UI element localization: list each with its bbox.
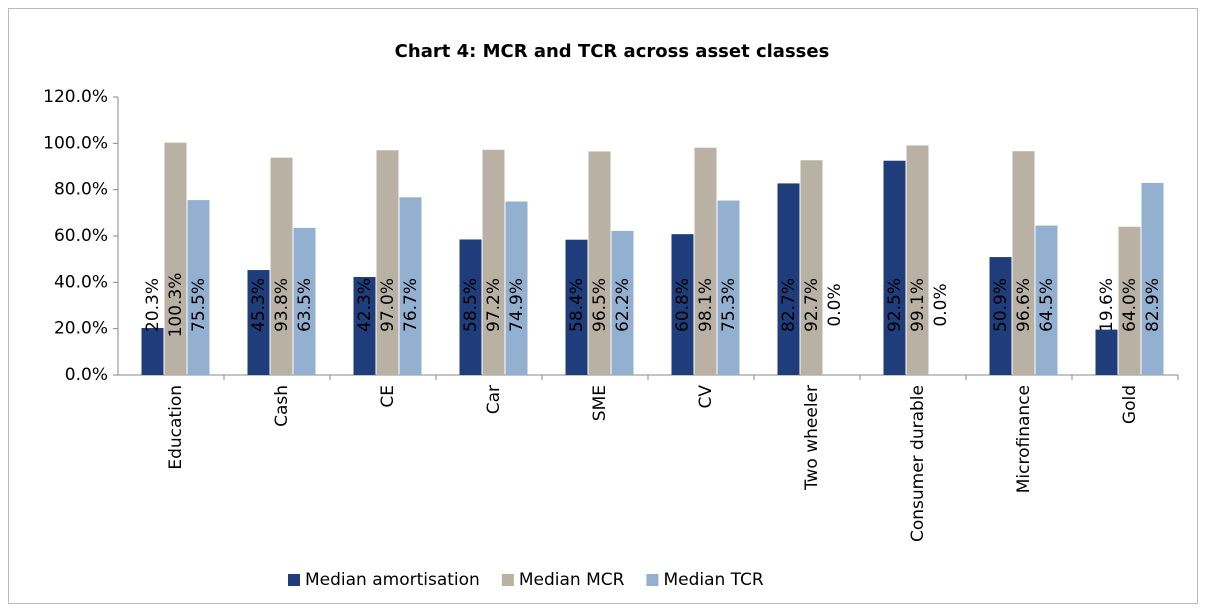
x-tick-label: Cash (272, 385, 292, 427)
value-label: 97.0% (378, 278, 398, 332)
value-label: 96.5% (590, 278, 610, 332)
value-label: 82.7% (779, 278, 799, 332)
value-label: 64.0% (1120, 278, 1140, 332)
value-label: 98.1% (696, 278, 716, 332)
legend-swatch (288, 574, 300, 586)
value-label: 45.3% (249, 278, 269, 332)
y-tick-label: 40.0% (54, 272, 108, 292)
value-label: 20.3% (143, 278, 163, 332)
x-tick-label: CV (696, 385, 716, 409)
value-label: 92.7% (802, 278, 822, 332)
value-label: 42.3% (355, 278, 375, 332)
bar (1035, 225, 1058, 375)
bar (164, 142, 187, 375)
value-label: 97.2% (484, 278, 504, 332)
x-tick-label: Education (166, 385, 186, 470)
value-label: 96.6% (1014, 278, 1034, 332)
bar (588, 151, 611, 375)
bar (1095, 329, 1118, 375)
bar (270, 157, 293, 375)
legend-label: Median amortisation (305, 570, 480, 590)
bar (611, 230, 634, 375)
bar (399, 197, 422, 375)
bar (459, 239, 482, 375)
bar (1141, 182, 1164, 375)
bar (1118, 226, 1141, 375)
bar (505, 201, 528, 375)
bar (482, 149, 505, 375)
value-label: 63.5% (295, 278, 315, 332)
value-label: 64.5% (1037, 278, 1057, 332)
bar (906, 145, 929, 375)
legend-swatch (646, 574, 659, 586)
bar (671, 234, 694, 375)
bar (187, 200, 210, 375)
bar (717, 200, 740, 375)
value-label: 76.7% (401, 278, 421, 332)
value-label: 0.0% (825, 283, 845, 326)
bar (565, 239, 588, 375)
bar (989, 257, 1012, 375)
y-tick-label: 0.0% (65, 365, 108, 385)
x-tick-label: Gold (1120, 385, 1140, 424)
legend-label: Median TCR (663, 570, 763, 590)
y-tick-label: 60.0% (54, 226, 108, 246)
x-tick-label: Microfinance (1014, 385, 1034, 493)
bar (376, 150, 399, 375)
value-label: 92.5% (885, 278, 905, 332)
value-label: 75.3% (719, 278, 739, 332)
bar (800, 160, 823, 375)
value-label: 62.2% (613, 278, 633, 332)
value-label: 99.1% (908, 278, 928, 332)
legend-swatch (501, 574, 514, 586)
bar (694, 147, 717, 375)
y-tick-label: 20.0% (54, 319, 108, 339)
chart-title: Chart 4: MCR and TCR across asset classe… (395, 41, 830, 62)
bar (247, 270, 270, 375)
value-label: 100.3% (166, 273, 186, 338)
bar (353, 277, 376, 375)
value-label: 19.6% (1097, 278, 1117, 332)
y-tick-label: 100.0% (43, 133, 108, 153)
value-label: 58.4% (567, 278, 587, 332)
y-tick-label: 120.0% (43, 87, 108, 107)
x-tick-label: Consumer durable (908, 385, 928, 542)
value-label: 58.5% (461, 278, 481, 332)
bar (777, 183, 800, 375)
value-label: 50.9% (991, 278, 1011, 332)
x-tick-label: Car (484, 385, 504, 414)
bar (883, 160, 906, 375)
value-label: 82.9% (1143, 278, 1163, 332)
bar (141, 327, 164, 375)
x-tick-label: Two wheeler (802, 385, 822, 491)
value-label: 0.0% (931, 283, 951, 326)
bar (293, 227, 316, 375)
value-label: 74.9% (507, 278, 527, 332)
y-tick-label: 80.0% (54, 180, 108, 200)
x-tick-label: SME (590, 385, 610, 421)
value-label: 93.8% (272, 278, 292, 332)
legend-label: Median MCR (519, 570, 625, 590)
value-label: 60.8% (673, 278, 693, 332)
x-tick-label: CE (378, 385, 398, 408)
value-label: 75.5% (189, 278, 209, 332)
bar (1012, 151, 1035, 375)
